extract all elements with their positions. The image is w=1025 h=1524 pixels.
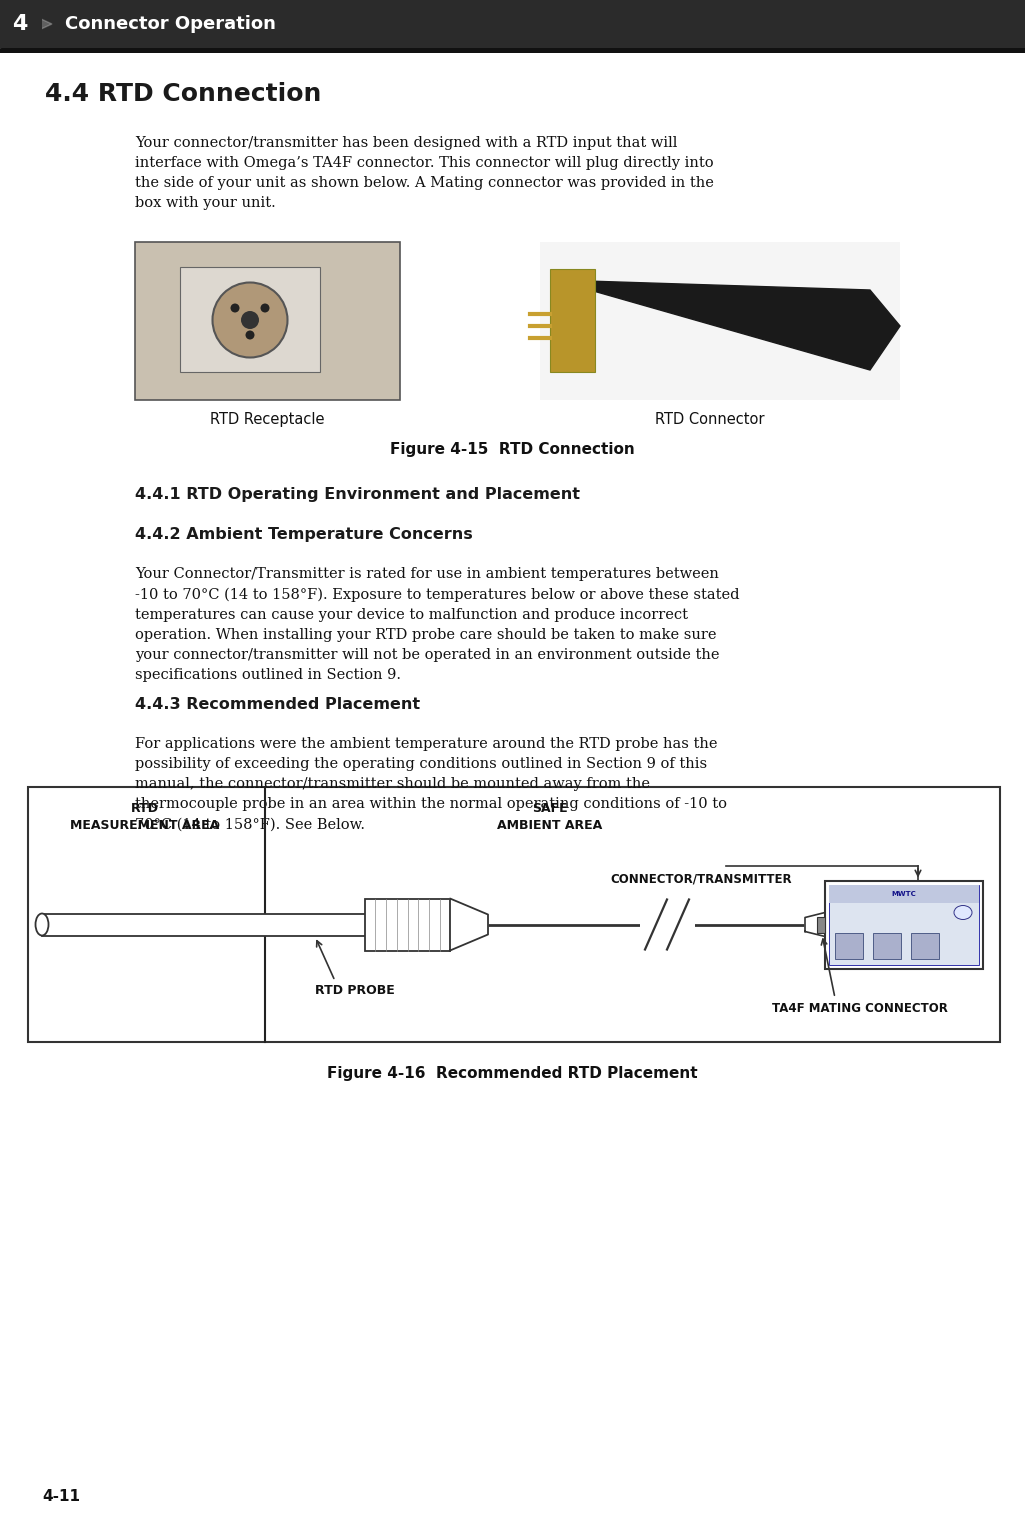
Text: 4.4.2 Ambient Temperature Concerns: 4.4.2 Ambient Temperature Concerns — [135, 527, 473, 543]
Text: RTD
MEASUREMENT AREA: RTD MEASUREMENT AREA — [71, 802, 219, 832]
Polygon shape — [450, 899, 488, 951]
Bar — [540, 242, 900, 399]
Text: RTD Receptacle: RTD Receptacle — [210, 411, 325, 427]
Bar — [365, 899, 450, 951]
Text: Your connector/transmitter has been designed with a RTD input that will
interfac: Your connector/transmitter has been desi… — [135, 136, 713, 210]
Text: RTD Connector: RTD Connector — [655, 411, 765, 427]
Text: 4.4.3 Recommended Placement: 4.4.3 Recommended Placement — [135, 696, 420, 712]
Bar — [829, 884, 979, 965]
Bar — [640, 896, 695, 952]
Bar — [180, 267, 320, 372]
Text: For applications were the ambient temperature around the RTD probe has the
possi: For applications were the ambient temper… — [135, 738, 727, 831]
Polygon shape — [555, 280, 900, 370]
Bar — [817, 916, 825, 933]
Text: 4-11: 4-11 — [42, 1489, 80, 1504]
Text: SAFE
AMBIENT AREA: SAFE AMBIENT AREA — [497, 802, 603, 832]
Text: RTD PROBE: RTD PROBE — [315, 985, 395, 997]
Bar — [0, 0, 1025, 47]
Bar — [135, 242, 400, 399]
Text: TA4F MATING CONNECTOR: TA4F MATING CONNECTOR — [772, 1001, 948, 1015]
Ellipse shape — [36, 913, 48, 936]
Ellipse shape — [241, 311, 259, 329]
Text: Figure 4-15  RTD Connection: Figure 4-15 RTD Connection — [390, 442, 634, 457]
Text: 4: 4 — [12, 14, 28, 34]
Bar — [0, 47, 1025, 52]
Bar — [829, 884, 979, 902]
Text: 4.4 RTD Connection: 4.4 RTD Connection — [45, 82, 322, 107]
Polygon shape — [805, 913, 825, 937]
Ellipse shape — [231, 303, 240, 312]
Bar — [835, 933, 863, 959]
Ellipse shape — [246, 331, 254, 340]
Ellipse shape — [260, 303, 270, 312]
Text: Your Connector/Transmitter is rated for use in ambient temperatures between
-10 : Your Connector/Transmitter is rated for … — [135, 567, 739, 681]
Bar — [550, 270, 594, 372]
Text: MWTC: MWTC — [892, 890, 916, 896]
Bar — [42, 913, 380, 936]
Bar — [873, 933, 901, 959]
Bar — [911, 933, 939, 959]
Text: Figure 4-16  Recommended RTD Placement: Figure 4-16 Recommended RTD Placement — [327, 1065, 697, 1081]
Text: 4.4.1 RTD Operating Environment and Placement: 4.4.1 RTD Operating Environment and Plac… — [135, 488, 580, 501]
Bar — [28, 786, 1000, 1042]
Bar — [825, 881, 983, 968]
Ellipse shape — [212, 282, 287, 358]
Text: CONNECTOR/TRANSMITTER: CONNECTOR/TRANSMITTER — [610, 872, 791, 885]
Bar — [0, 0, 42, 47]
Polygon shape — [0, 0, 52, 47]
Ellipse shape — [954, 905, 972, 919]
Text: Connector Operation: Connector Operation — [65, 15, 276, 34]
